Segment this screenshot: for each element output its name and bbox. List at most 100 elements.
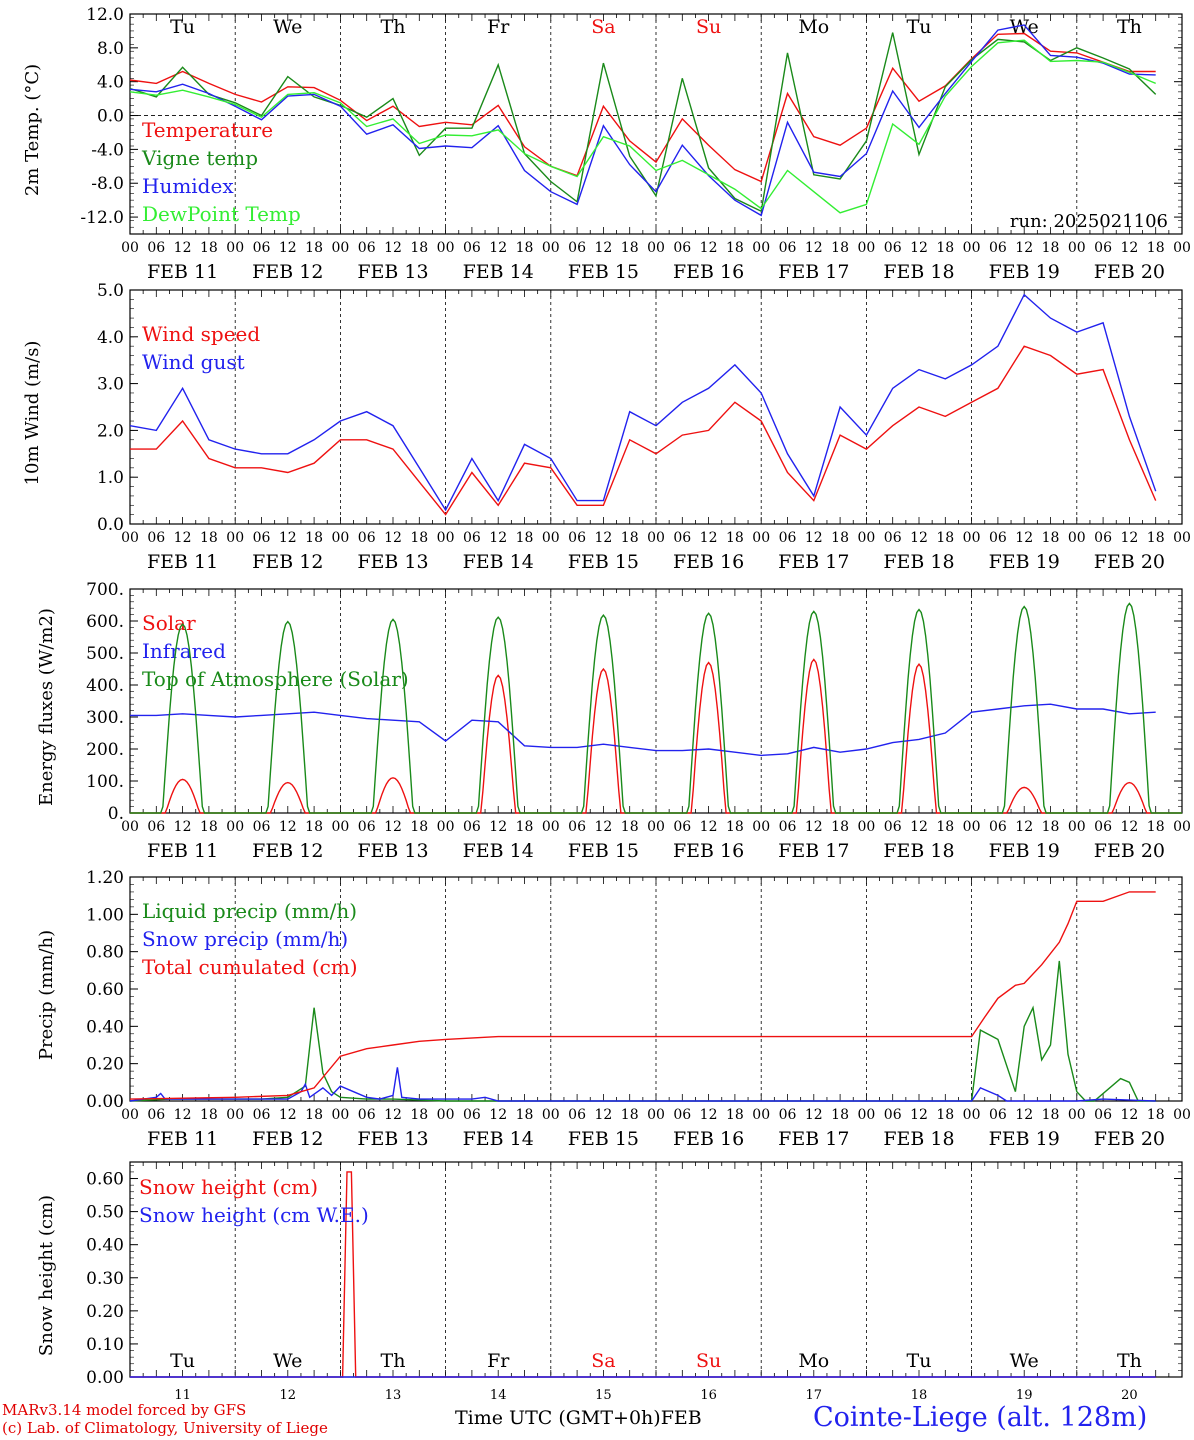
hour-tick-label: 18 [200, 1107, 218, 1123]
hour-tick-label: 12 [805, 819, 823, 835]
weekday-label: Th [381, 1350, 406, 1372]
y-tick-label: 1.0 [97, 468, 124, 488]
weekday-label: Sa [591, 1350, 615, 1372]
y-axis-label: 10m Wind (m/s) [22, 341, 43, 486]
hour-tick-label: 12 [594, 819, 612, 835]
hour-tick-label: 12 [174, 1107, 192, 1123]
hour-tick-label: 12 [1120, 1107, 1138, 1123]
hour-tick-label: 12 [489, 819, 507, 835]
date-label: FEB 15 [568, 551, 639, 573]
day-number-label: 20 [1121, 1388, 1138, 1403]
y-tick-label: -4.0 [91, 140, 124, 160]
hour-tick-label: 00 [857, 530, 875, 546]
hour-tick-label: 18 [1042, 530, 1060, 546]
hour-tick-label: 06 [147, 240, 165, 256]
weekday-label: Su [696, 16, 721, 38]
hour-tick-label: 00 [121, 240, 139, 256]
hour-tick-label: 06 [779, 1107, 797, 1123]
y-tick-label: 700. [86, 580, 124, 600]
date-label: FEB 16 [673, 1128, 744, 1150]
hour-tick-label: 12 [489, 1107, 507, 1123]
y-tick-label: 0.30 [86, 1269, 124, 1289]
hour-tick-label: 12 [910, 530, 928, 546]
hour-tick-label: 12 [805, 240, 823, 256]
hour-tick-label: 12 [1120, 819, 1138, 835]
hour-tick-label: 06 [568, 819, 586, 835]
hour-tick-label: 18 [936, 819, 954, 835]
hour-tick-label: 06 [673, 1107, 691, 1123]
legend-entry: Temperature [142, 118, 273, 142]
hour-tick-label: 18 [305, 240, 323, 256]
legend-entry: Vigne temp [141, 146, 258, 170]
series-line [130, 602, 1182, 814]
hour-tick-label: 00 [1068, 240, 1086, 256]
hour-tick-label: 00 [1068, 819, 1086, 835]
hour-tick-label: 12 [1015, 240, 1033, 256]
hour-tick-label: 18 [200, 530, 218, 546]
hour-tick-label: 18 [200, 819, 218, 835]
hour-tick-label: 06 [463, 530, 481, 546]
date-label: FEB 13 [357, 261, 428, 283]
y-tick-label: 400. [86, 676, 124, 696]
y-tick-label: 0.00 [86, 1368, 124, 1388]
day-number-label: 13 [385, 1388, 402, 1403]
hour-tick-label: 00 [542, 1107, 560, 1123]
y-tick-label: 0.10 [86, 1335, 124, 1355]
hour-tick-label: 12 [384, 819, 402, 835]
hour-tick-label: 12 [174, 819, 192, 835]
panel-4: 0.00 0.20 0.40 0.60 0.80 1.00 1.20 Precip (mm/h… [36, 868, 1191, 1150]
weekday-label: Th [381, 16, 406, 38]
date-label: FEB 12 [252, 1128, 323, 1150]
y-axis-label: Energy fluxes (W/m2) [36, 608, 57, 806]
hour-tick-label: 06 [253, 1107, 271, 1123]
series-line [130, 345, 1157, 516]
hour-tick-label: 18 [831, 1107, 849, 1123]
hour-tick-label: 06 [568, 240, 586, 256]
day-number-label: 17 [806, 1388, 823, 1403]
hour-tick-label: 18 [621, 1107, 639, 1123]
series-line [129, 891, 1156, 1100]
y-tick-label: 3.0 [97, 375, 124, 395]
series-line [129, 32, 1156, 183]
y-tick-label: 0.80 [86, 943, 124, 963]
date-label: FEB 13 [357, 840, 428, 862]
y-tick-label: 1.00 [86, 905, 124, 925]
y-tick-label: 0.20 [86, 1055, 124, 1075]
hour-tick-label: 06 [463, 1107, 481, 1123]
weekday-label: Su [696, 1350, 721, 1372]
hour-tick-label: 00 [1173, 1107, 1191, 1123]
hour-tick-label: 18 [1042, 240, 1060, 256]
model-credit-line2: (c) Lab. of Climatology, University of L… [2, 1419, 328, 1437]
y-tick-label: -8.0 [91, 174, 124, 194]
hour-tick-label: 00 [226, 530, 244, 546]
weekday-label: Fr [487, 1350, 510, 1372]
date-label: FEB 18 [883, 1128, 954, 1150]
site-title: Cointe-Liege (alt. 128m) [813, 1402, 1148, 1433]
hour-tick-label: 00 [647, 819, 665, 835]
date-label: FEB 11 [147, 1128, 218, 1150]
run-label: run: 2025021106 [1010, 211, 1168, 232]
legend-entry: Total cumulated (cm) [142, 955, 358, 979]
series-line [129, 39, 1156, 214]
hour-tick-label: 00 [331, 819, 349, 835]
day-number-label: 11 [174, 1388, 191, 1403]
hour-tick-label: 12 [910, 819, 928, 835]
y-tick-label: 0.0 [97, 107, 124, 127]
hour-tick-label: 00 [226, 1107, 244, 1123]
hour-tick-label: 00 [647, 530, 665, 546]
hour-tick-label: 12 [700, 819, 718, 835]
date-label: FEB 18 [883, 261, 954, 283]
hour-tick-label: 00 [437, 1107, 455, 1123]
legend-entry: Snow precip (mm/h) [142, 927, 348, 951]
hour-tick-label: 06 [989, 240, 1007, 256]
hour-tick-label: 06 [673, 530, 691, 546]
series-line [129, 960, 1156, 1102]
date-label: FEB 17 [778, 840, 849, 862]
y-tick-label: 0.60 [86, 980, 124, 1000]
hour-tick-label: 00 [752, 1107, 770, 1123]
hour-tick-label: 00 [1173, 819, 1191, 835]
hour-tick-label: 18 [726, 819, 744, 835]
hour-tick-label: 12 [805, 530, 823, 546]
y-tick-label: 1.20 [86, 868, 124, 888]
